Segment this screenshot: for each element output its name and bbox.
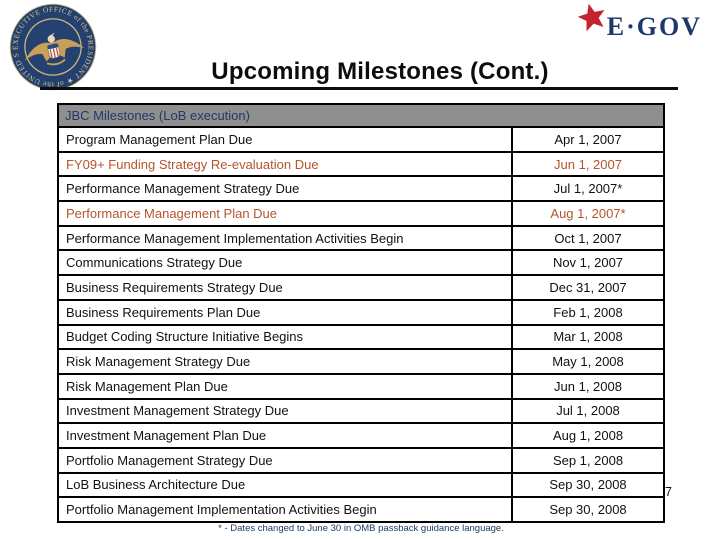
table-row: Investment Management Plan Due Aug 1, 20… [59, 422, 663, 447]
milestone-label: Performance Management Strategy Due [66, 181, 300, 197]
milestone-date: Nov 1, 2007 [511, 251, 663, 275]
table-row: Performance Management Plan Due Aug 1, 2… [59, 200, 663, 225]
table-row: Risk Management Plan Due Jun 1, 2008 [59, 372, 663, 398]
milestone-label: Budget Coding Structure Initiative Begin… [66, 329, 304, 345]
table-row: LoB Business Architecture Due Sep 30, 20… [59, 471, 663, 497]
title-underline [40, 87, 678, 90]
milestone-date: Aug 1, 2007* [511, 202, 663, 225]
milestone-label: Risk Management Plan Due [66, 378, 228, 394]
milestone-date: Sep 30, 2008 [511, 473, 663, 497]
milestone-label: Business Requirements Strategy Due [66, 279, 283, 295]
table-row: Performance Management Implementation Ac… [59, 224, 663, 250]
milestone-label: FY09+ Funding Strategy Re-evaluation Due [66, 156, 319, 172]
milestone-label: Performance Management Plan Due [66, 205, 278, 221]
milestone-date: Jun 1, 2007 [511, 152, 663, 176]
eop-seal: EXECUTIVE OFFICE of the PRESIDENT ★ of t… [0, 0, 103, 99]
egov-logo-text: E·GOV [606, 12, 702, 41]
seal-eagle [24, 32, 85, 66]
milestone-label: LoB Business Architecture Due [66, 477, 246, 493]
milestone-date: Oct 1, 2007 [511, 226, 663, 250]
milestone-label: Risk Management Strategy Due [66, 354, 251, 370]
milestone-label: Portfolio Management Strategy Due [66, 452, 273, 468]
milestone-label: Program Management Plan Due [66, 131, 253, 147]
table-row: Budget Coding Structure Initiative Begin… [59, 323, 663, 349]
egov-star-icon [577, 3, 605, 32]
milestone-label: Portfolio Management Implementation Acti… [66, 502, 377, 518]
milestone-date: Jul 1, 2008 [511, 399, 663, 423]
milestone-date: Feb 1, 2008 [511, 300, 663, 324]
milestone-label: Performance Management Implementation Ac… [66, 230, 404, 246]
milestone-date: Mar 1, 2008 [511, 325, 663, 349]
egov-logo: E·GOV [577, 3, 702, 52]
table-row: Performance Management Strategy Due Jul … [59, 175, 663, 201]
milestone-date: Aug 1, 2008 [511, 424, 663, 447]
table-header: JBC Milestones (LoB execution) [59, 105, 663, 126]
table-row: Program Management Plan Due Apr 1, 2007 [59, 126, 663, 151]
table-row: FY09+ Funding Strategy Re-evaluation Due… [59, 150, 663, 176]
table-row: Business Requirements Plan Due Feb 1, 20… [59, 298, 663, 324]
table-row: Communications Strategy Due Nov 1, 2007 [59, 249, 663, 275]
footnote: * - Dates changed to June 30 in OMB pass… [218, 523, 504, 534]
milestone-date: Sep 30, 2008 [511, 498, 663, 521]
table-row: Portfolio Management Strategy Due Sep 1,… [59, 446, 663, 472]
milestone-date: May 1, 2008 [511, 350, 663, 373]
table-row: Risk Management Strategy Due May 1, 2008 [59, 348, 663, 373]
page-title: Upcoming Milestones (Cont.) [211, 58, 549, 85]
milestone-label: Investment Management Plan Due [66, 428, 267, 444]
milestones-table-body: Program Management Plan Due Apr 1, 2007 … [59, 126, 663, 521]
milestone-date: Jun 1, 2008 [511, 374, 663, 398]
milestone-date: Sep 1, 2008 [511, 448, 663, 472]
milestone-label: Communications Strategy Due [66, 255, 243, 271]
table-row: Business Requirements Strategy Due Dec 3… [59, 274, 663, 299]
milestone-date: Dec 31, 2007 [511, 276, 663, 299]
milestones-table: JBC Milestones (LoB execution) Program M… [57, 103, 665, 523]
table-row: Investment Management Strategy Due Jul 1… [59, 397, 663, 423]
milestone-label: Investment Management Strategy Due [66, 403, 289, 419]
milestone-date: Jul 1, 2007* [511, 177, 663, 201]
milestone-date: Apr 1, 2007 [511, 128, 663, 151]
milestone-label: Business Requirements Plan Due [66, 304, 261, 320]
table-row: Portfolio Management Implementation Acti… [59, 496, 663, 521]
